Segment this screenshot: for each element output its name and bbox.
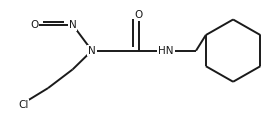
Text: O: O bbox=[30, 20, 39, 30]
Text: N: N bbox=[88, 46, 96, 56]
Text: HN: HN bbox=[158, 46, 174, 56]
Text: O: O bbox=[134, 10, 143, 20]
Text: N: N bbox=[69, 20, 76, 30]
Text: Cl: Cl bbox=[18, 100, 29, 110]
